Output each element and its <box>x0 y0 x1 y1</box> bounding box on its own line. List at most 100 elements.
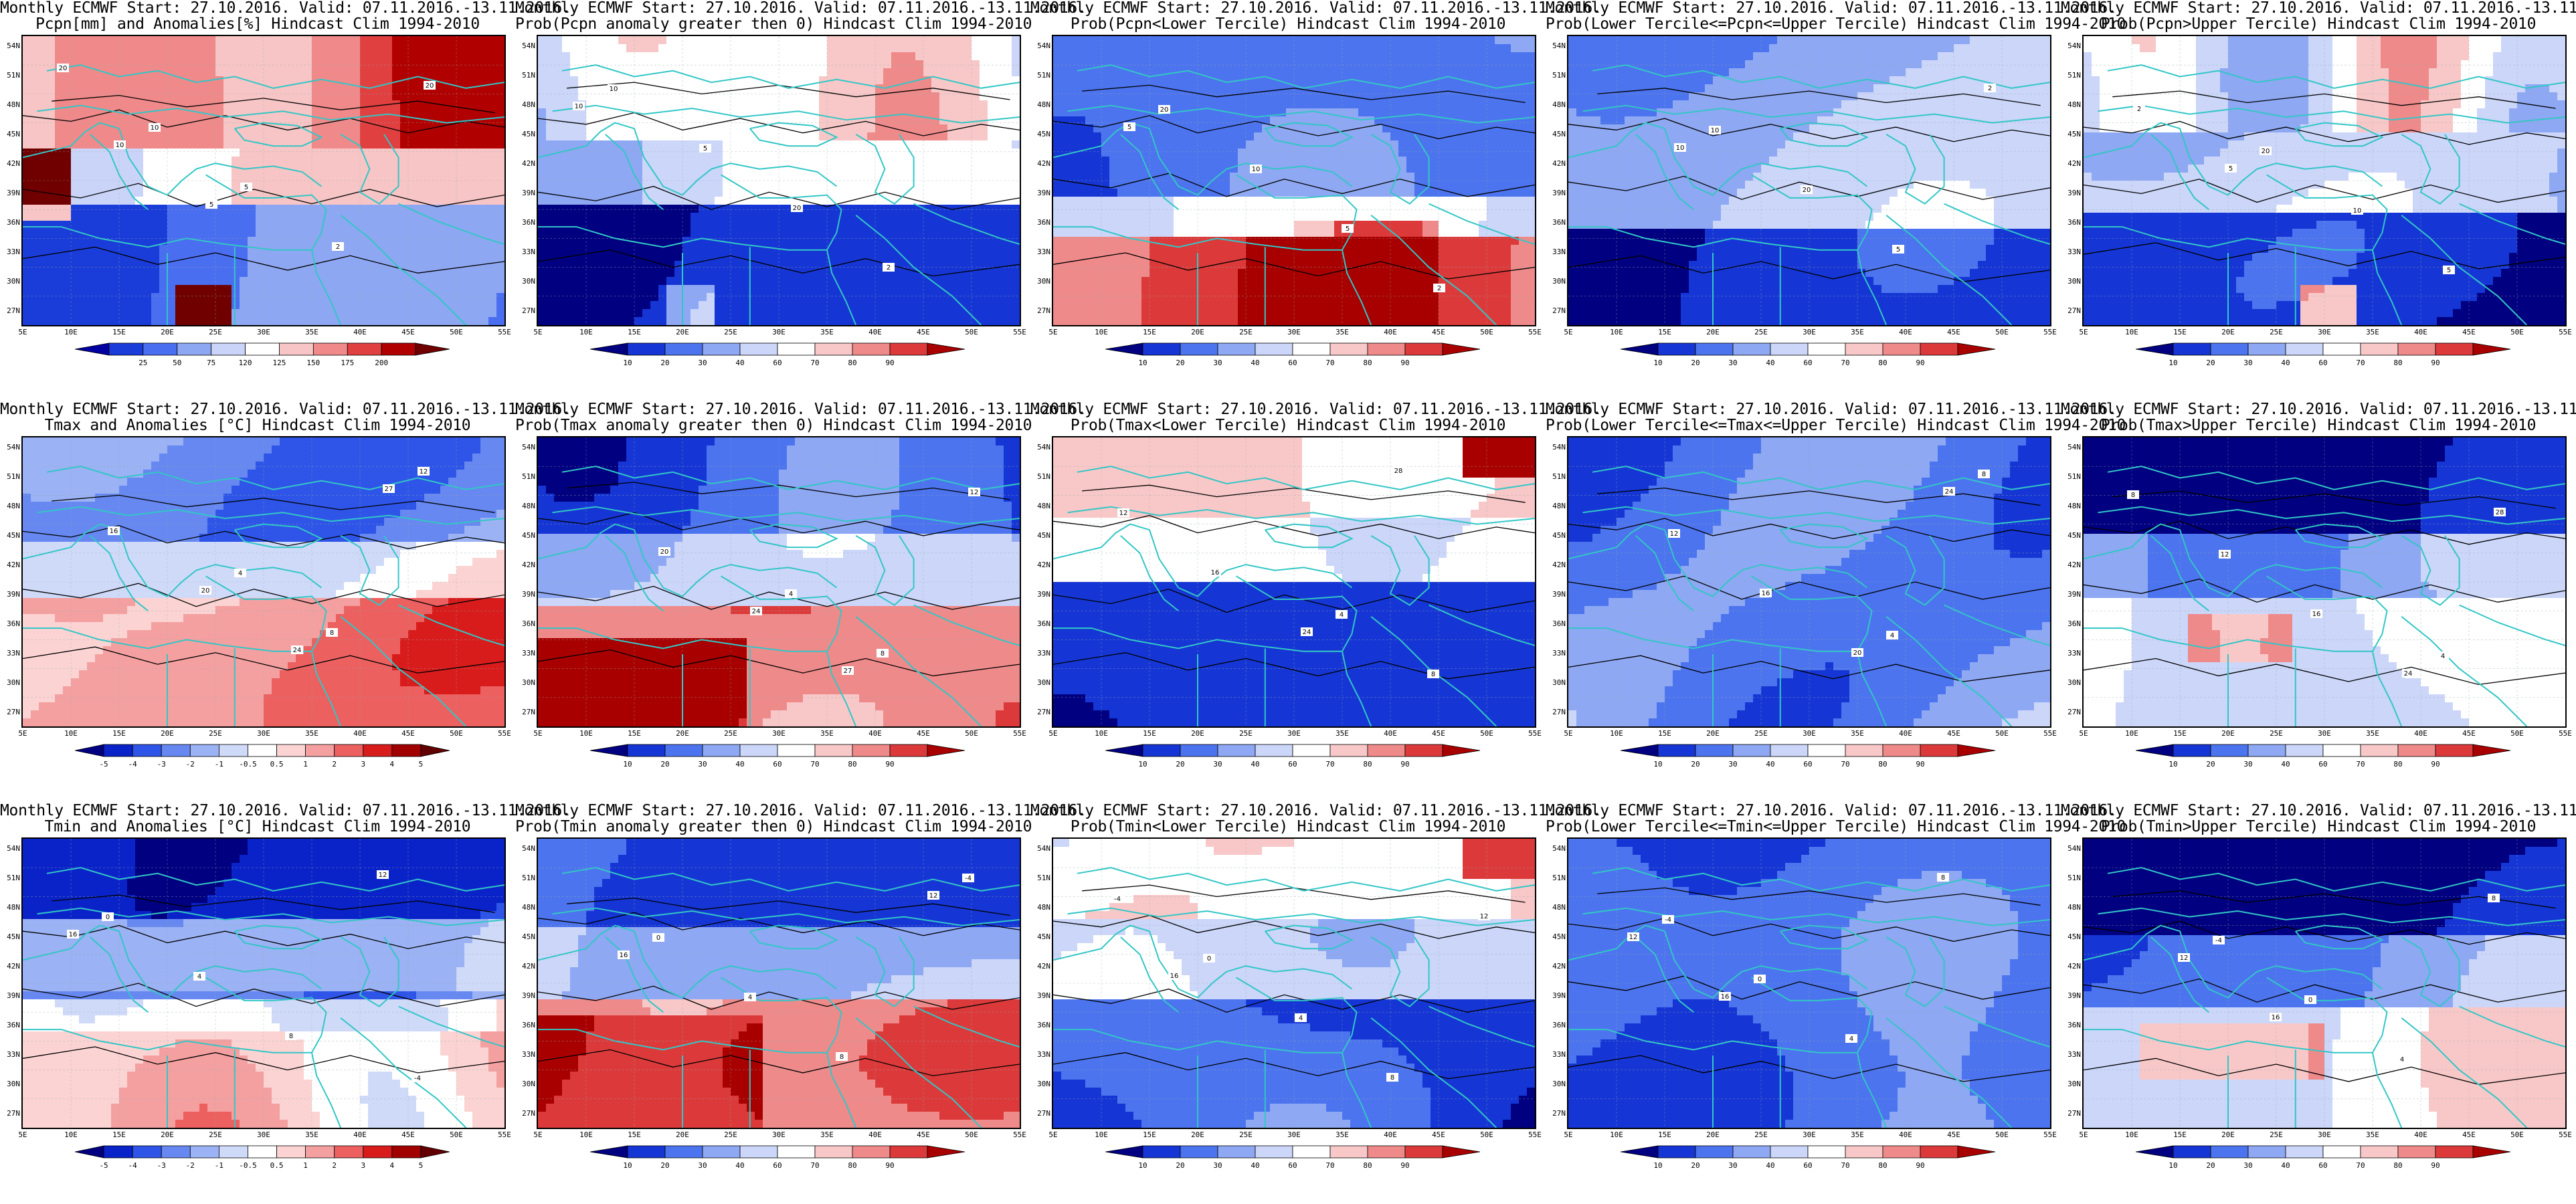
lon-label: 55E <box>2559 328 2572 336</box>
lat-label: 39N <box>2063 590 2081 599</box>
lon-label: 15E <box>1658 328 1671 336</box>
lon-label: 15E <box>1143 1130 1156 1139</box>
panel-title-line2: Prob(Pcpn anomaly greater then 0) Hindca… <box>515 16 1032 32</box>
colorbar <box>1621 342 1995 356</box>
lon-label: 30E <box>257 729 270 738</box>
lon-label: 50E <box>1995 1130 2009 1139</box>
coastline <box>1885 1017 2013 1128</box>
lat-label: 33N <box>2063 247 2081 256</box>
lon-label: 10E <box>579 729 593 738</box>
graticule <box>538 36 1020 325</box>
colorbar-label: 70 <box>1841 760 1849 769</box>
lon-label: 50E <box>450 328 463 336</box>
colorbar-segment <box>852 1145 891 1159</box>
contour-label-box <box>1168 971 1180 980</box>
coastline <box>561 64 1020 89</box>
lat-label: 36N <box>1033 1021 1050 1029</box>
contour-label-box <box>1984 84 1996 92</box>
lat-label: 33N <box>1033 1050 1050 1059</box>
coastline <box>205 977 342 1128</box>
lon-label: 50E <box>965 328 978 336</box>
contour-label-box <box>1342 224 1354 233</box>
lat-label: 33N <box>1548 247 1566 256</box>
contour-label: 12 <box>1480 913 1489 920</box>
contour-label-box <box>2396 1055 2408 1064</box>
contour-label-box <box>1754 975 1766 983</box>
lat-label: 51N <box>1548 472 1566 481</box>
lon-label: 35E <box>305 1130 318 1139</box>
map-area: -4 0 4 8 12 16 <box>21 837 506 1129</box>
colorbar-segment <box>777 744 816 757</box>
coastline <box>1751 575 1888 726</box>
lat-label: 42N <box>1548 159 1566 168</box>
colorbar-segment <box>363 744 393 757</box>
contour-label: 12 <box>420 468 428 476</box>
coastline <box>913 604 1020 646</box>
lat-label: 48N <box>1033 100 1050 109</box>
lon-label: 35E <box>2366 328 2379 336</box>
coastline <box>1067 104 1535 124</box>
lon-label: 55E <box>2043 1130 2057 1139</box>
lon-label: 10E <box>1095 1130 1108 1139</box>
colorbar-segment <box>2435 1145 2474 1159</box>
lat-label: 48N <box>3 100 20 109</box>
lon-label: 15E <box>1658 729 1671 738</box>
lon-label: 45E <box>1947 1130 1960 1139</box>
colorbar-label: 80 <box>1878 359 1887 367</box>
colorbar-segment <box>2397 342 2436 356</box>
colorbar-segment <box>1807 744 1846 757</box>
colorbar <box>590 1145 965 1159</box>
coastline <box>1635 535 1694 611</box>
panel-title-line1: Monthly ECMWF Start: 27.10.2016. Valid: … <box>1546 803 2117 819</box>
colorbar-segment <box>248 1145 277 1159</box>
forecast-panel: Monthly ECMWF Start: 27.10.2016. Valid: … <box>1030 0 1602 401</box>
colorbar-segment <box>1807 1145 1846 1159</box>
contour-label: 4 <box>1849 1035 1853 1043</box>
contour-label: 0 <box>106 914 110 921</box>
contour-label-box <box>240 183 252 191</box>
coastline <box>1236 977 1372 1128</box>
panel-title-line2: Prob(Lower Tercile<=Tmax<=Upper Tercile)… <box>1546 417 2126 433</box>
lat-label: 48N <box>1548 903 1566 912</box>
map-svg: 20 10 5 2 20 10 5 <box>23 36 504 325</box>
lat-label: 33N <box>2063 1050 2081 1059</box>
colorbar-label: 1 <box>303 760 308 769</box>
coastline <box>1370 215 1497 325</box>
contour-label-box <box>2494 508 2506 516</box>
lat-label: 45N <box>1033 932 1050 941</box>
lon-label: 45E <box>917 328 930 336</box>
lon-label: 10E <box>1095 729 1108 738</box>
colorbar-segment <box>590 744 628 757</box>
lon-label: 35E <box>1336 1130 1349 1139</box>
lon-label: 10E <box>579 328 593 336</box>
contour-label-box <box>57 64 69 72</box>
filled-field <box>1568 437 2050 726</box>
lon-label: 45E <box>917 1130 930 1139</box>
panel-title-line1: Monthly ECMWF Start: 27.10.2016. Valid: … <box>1546 401 2117 417</box>
coastline <box>205 575 342 726</box>
lat-label: 42N <box>3 159 20 168</box>
colorbar-segment <box>1695 342 1734 356</box>
lon-label: 35E <box>820 729 834 738</box>
coastline <box>1067 907 1535 926</box>
coastline <box>538 523 837 597</box>
lat-label: 39N <box>518 590 535 599</box>
colorbar-segment <box>1367 1145 1406 1159</box>
contour-label: 4 <box>2441 653 2445 660</box>
lat-label: 48N <box>2063 100 2081 109</box>
colorbar-segment <box>1292 744 1331 757</box>
colorbar-label: 60 <box>2318 359 2327 367</box>
coastline <box>2084 627 2373 652</box>
lon-label: 35E <box>1851 328 1864 336</box>
lon-label: 25E <box>724 1130 737 1139</box>
coastline <box>855 535 915 606</box>
contour-label: 2 <box>1437 285 1441 292</box>
lon-label: 40E <box>2414 729 2427 738</box>
colorbar-segment <box>702 744 741 757</box>
colorbar-label: 10 <box>1653 760 1662 769</box>
lon-label: 20E <box>161 328 174 336</box>
lat-label: 27N <box>1033 708 1050 716</box>
coastline <box>855 215 982 325</box>
colorbar-segment <box>927 744 965 757</box>
lat-label: 48N <box>518 903 535 912</box>
